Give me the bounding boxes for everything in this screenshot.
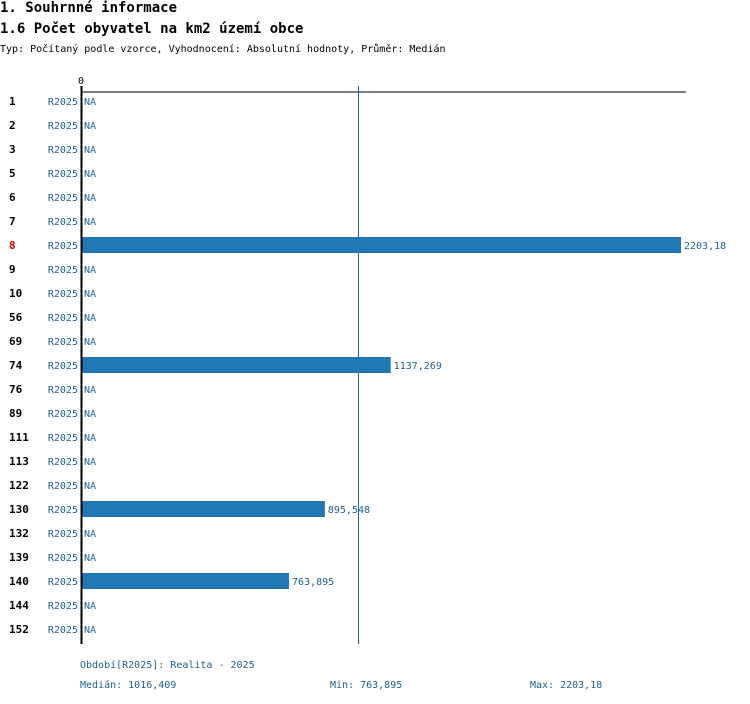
value-label: NA [84,193,96,204]
category-label: 152 [9,623,29,636]
value-label: NA [84,121,96,132]
value-label: 895,548 [328,505,370,516]
value-label: NA [84,313,96,324]
period-label: R2025 [48,193,78,204]
category-label: 69 [9,335,22,348]
x-tick-label: 0 [78,76,84,87]
period-label: R2025 [48,361,78,372]
category-label: 113 [9,455,29,468]
period-label: R2025 [48,217,78,228]
category-label: 6 [9,191,16,204]
max-summary: Max: 2203,18 [530,680,603,691]
value-label: NA [84,409,96,420]
period-label: R2025 [48,601,78,612]
period-label: R2025 [48,385,78,396]
category-label: 144 [9,599,29,612]
median-summary: Medián: 1016,409 [80,680,177,691]
category-label: 7 [9,215,16,228]
period-label: R2025 [48,529,78,540]
category-label: 130 [9,503,29,516]
period-label: R2025 [48,121,78,132]
value-label: 2203,18 [684,241,726,252]
value-label: NA [84,553,96,564]
value-label: NA [84,217,96,228]
period-label: R2025 [48,145,78,156]
period-label: R2025 [48,265,78,276]
period-label: R2025 [48,625,78,636]
category-label: 9 [9,263,16,276]
period-label: R2025 [48,433,78,444]
page-title: 1. Souhrnné informace [0,0,178,16]
period-label: R2025 [48,457,78,468]
category-label: 122 [9,479,29,492]
period-label: R2025 [48,241,78,252]
category-label: 3 [9,143,16,156]
value-label: NA [84,145,96,156]
category-label: 56 [9,311,23,324]
period-label: R2025 [48,481,78,492]
data-bar [81,501,325,517]
period-label: R2025 [48,97,78,108]
period-label: R2025 [48,553,78,564]
period-label: R2025 [48,337,78,348]
value-label: NA [84,97,96,108]
min-summary: Min: 763,895 [330,680,403,691]
value-label: 1137,269 [394,361,442,372]
value-label: NA [84,169,96,180]
data-bar [81,357,391,373]
category-label: 5 [9,167,16,180]
category-label: 76 [9,383,23,396]
period-label: R2025 [48,313,78,324]
category-label: 89 [9,407,22,420]
value-label: NA [84,289,96,300]
value-label: NA [84,385,96,396]
category-label: 74 [9,359,23,372]
value-label: NA [84,433,96,444]
value-label: NA [84,625,96,636]
period-label: R2025 [48,289,78,300]
category-label: 1 [9,95,16,108]
value-label: NA [84,529,96,540]
value-label: 763,895 [292,577,334,588]
chart-title: 1.6 Počet obyvatel na km2 území obce [0,21,304,37]
category-label: 132 [9,527,29,540]
value-label: NA [84,601,96,612]
period-label: R2025 [48,505,78,516]
period-label: R2025 [48,169,78,180]
value-label: NA [84,265,96,276]
category-label: 8 [9,239,16,252]
data-bar [81,237,681,253]
period-label: R2025 [48,577,78,588]
chart-meta: Typ: Počítaný podle vzorce, Vyhodnocení:… [0,44,446,55]
category-label: 2 [9,119,16,132]
category-label: 140 [9,575,29,588]
period-legend: Období[R2025]: Realita - 2025 [80,660,255,671]
value-label: NA [84,337,96,348]
value-label: NA [84,457,96,468]
value-label: NA [84,481,96,492]
category-label: 10 [9,287,22,300]
period-label: R2025 [48,409,78,420]
category-label: 139 [9,551,29,564]
category-label: 111 [9,431,29,444]
data-bar [81,573,290,589]
